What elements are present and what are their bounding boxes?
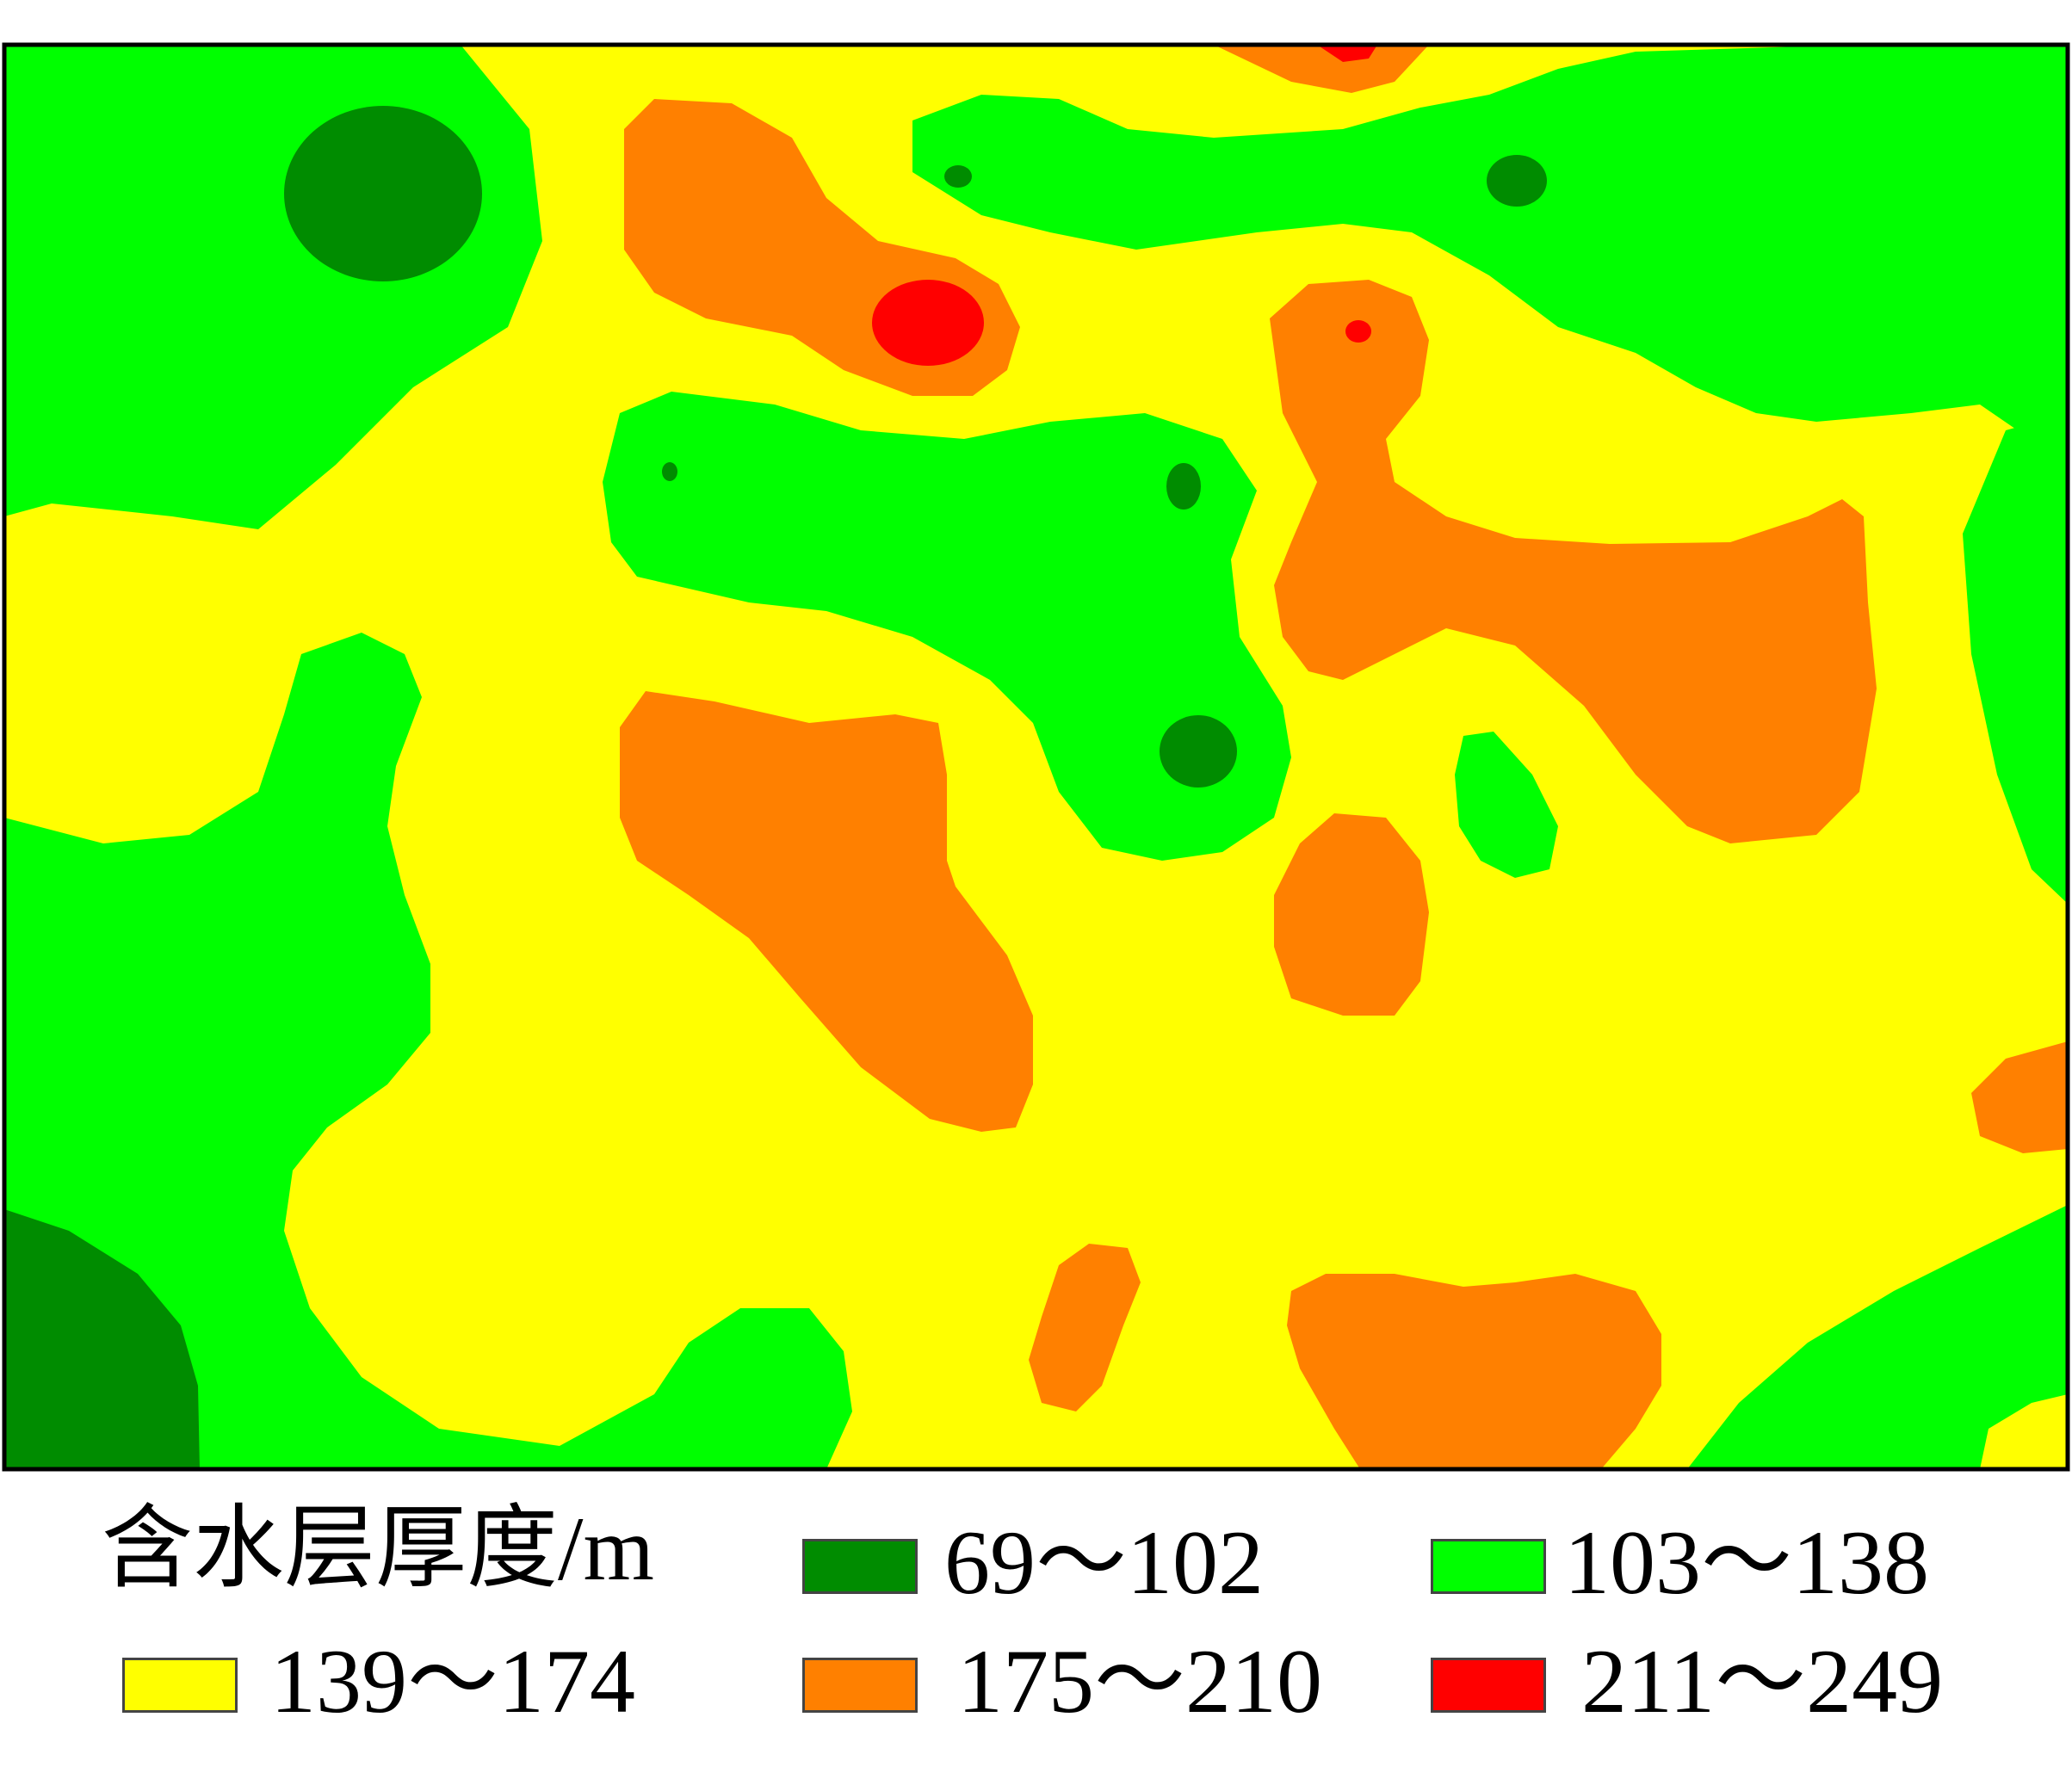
legend-label-175-210: 175～210 xyxy=(957,1631,1322,1732)
zone-175-210-north-top xyxy=(1214,45,1429,93)
legend-label-69-102: 69～102 xyxy=(944,1512,1264,1613)
legend-label-103-138: 103～138 xyxy=(1564,1512,1929,1613)
aquifer-thickness-map xyxy=(2,42,2070,1472)
zone-175-210-east xyxy=(1971,1041,2068,1153)
zone-69-102-spot-1 xyxy=(944,165,972,188)
zone-211-249-north-top xyxy=(1317,45,1377,62)
zone-211-249-north xyxy=(872,280,984,366)
zone-103-138-west xyxy=(4,633,852,1469)
zone-175-210-center-west xyxy=(620,691,1033,1132)
zone-175-210-south-small xyxy=(1029,1244,1141,1411)
zone-69-102-spot-4 xyxy=(1166,463,1201,510)
zone-69-102-southwest xyxy=(4,1209,200,1469)
legend-swatch-175-210 xyxy=(802,1658,918,1713)
zone-175-210-south xyxy=(1287,1274,1661,1469)
legend-swatch-103-138 xyxy=(1431,1539,1546,1594)
legend-swatch-211-249 xyxy=(1431,1658,1546,1713)
legend-label-139-174: 139～174 xyxy=(270,1631,635,1732)
legend-swatch-69-102 xyxy=(802,1539,918,1594)
map-border xyxy=(2,42,2070,1472)
zone-103-138-east xyxy=(1963,413,2068,904)
zone-103-138-north-central xyxy=(912,45,2068,465)
zone-69-102-spot-2 xyxy=(1487,155,1547,207)
zone-103-138-east-pocket xyxy=(1455,732,1558,878)
zone-69-102-northwest xyxy=(284,106,482,281)
zone-103-138-southeast xyxy=(1687,1205,2068,1469)
zone-103-138-center xyxy=(603,392,1291,861)
legend-label-211-249: 211～249 xyxy=(1581,1631,1944,1732)
zone-211-249-spot xyxy=(1345,320,1371,343)
zone-69-102-spot-3 xyxy=(662,462,677,481)
zone-175-210-center xyxy=(1274,813,1429,1016)
legend-swatch-139-174 xyxy=(122,1658,238,1713)
zone-69-102-spot-5 xyxy=(1160,715,1237,788)
legend-title: 含水层厚度/m xyxy=(102,1498,654,1599)
zone-175-210-north-east xyxy=(1270,280,1877,843)
